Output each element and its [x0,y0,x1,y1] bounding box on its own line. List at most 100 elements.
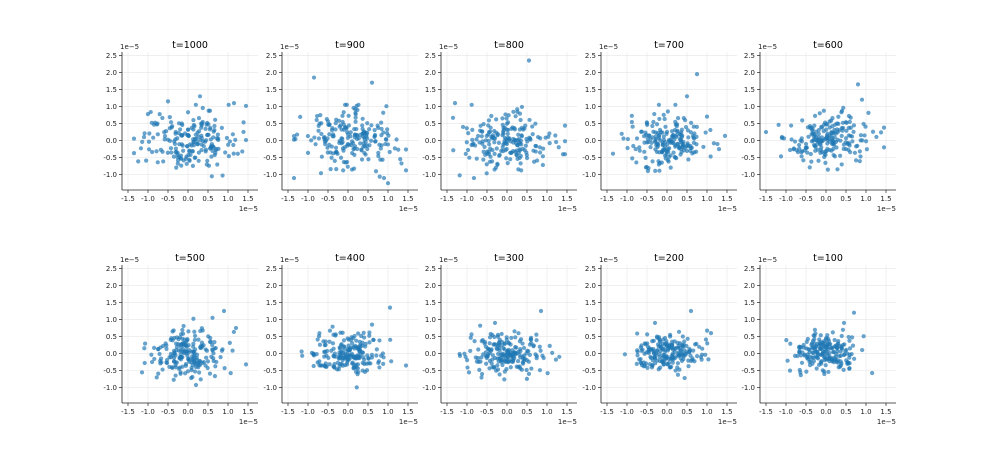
scatter-point [664,355,669,361]
scatter-point [185,110,191,115]
scatter-point [156,371,161,376]
scatter-point [350,361,355,366]
scatter-point [181,148,186,153]
x-tick-label: 0.0 [342,195,353,203]
scatter-point [220,173,225,178]
scatter-point [669,129,675,134]
scatter-point [376,153,381,159]
scatter-point [168,120,174,125]
scatter-point [173,373,178,378]
scatter-point [858,133,864,138]
scatter-point [366,157,371,162]
scatter-point [162,130,167,135]
scatter-point [881,125,887,130]
scatter-point [228,371,233,376]
scatter-point [521,127,526,132]
scatter-point [661,346,666,351]
scatter-point [199,133,204,138]
scatter-point [195,142,200,147]
scatter-point [167,126,172,131]
scatter-point [653,361,658,366]
scatter-point [688,348,693,353]
scatter-point [825,141,830,146]
scatter-point [835,349,840,354]
scatter-point [651,119,656,125]
scatter-point [209,154,214,159]
scatter-point [519,104,525,110]
scatter-point [173,365,178,370]
scatter-point [661,112,666,117]
scatter-point [240,149,245,154]
scatter-point [185,369,191,374]
scatter-point [377,174,382,179]
y-tick-label: 1.0 [106,316,117,324]
scatter-point [333,332,338,337]
scatter-point [383,141,388,147]
scatter-point [175,136,180,141]
scatter-point [343,363,348,368]
scatter-point [798,353,803,358]
scatter-point [373,139,378,144]
x-tick-label: 1.5 [561,195,572,203]
scatter-point [349,143,354,148]
scatter-point [318,363,323,368]
y-tick-label: 2.0 [744,282,755,290]
scatter-point [656,335,662,340]
scatter-point [560,152,566,157]
scatter-point [546,134,551,139]
scatter-point [346,113,351,118]
scatter-point [514,153,519,158]
scatter-point [479,375,484,380]
y-tick-label: 1.0 [425,103,436,111]
panel-title: t=600 [813,40,843,51]
x-tick-label: -0.5 [321,408,335,416]
scatter-point [857,159,862,164]
scatter-point [381,355,386,360]
scatter-point [358,343,363,348]
scatter-point [322,139,328,144]
x-tick-label: -1.5 [281,408,295,416]
scatter-point [160,367,165,372]
scatter-point [305,133,311,139]
scatter-point [212,123,217,129]
scatter-point [847,119,852,124]
scatter-point [474,137,479,142]
scatter-point [355,362,361,367]
x-tick-label: -1.0 [141,195,155,203]
scatter-point [705,341,710,346]
scatter-point [171,377,176,382]
panel-title: t=300 [494,253,524,264]
scatter-point [373,169,379,174]
scatter-point [487,142,492,147]
scatter-point [504,127,509,132]
scatter-point [508,139,513,144]
scatter-point [524,367,529,373]
scatter-point [387,149,392,155]
scatter-point [516,331,521,336]
panel-title: t=500 [175,253,205,264]
y-tick-label: -0.5 [422,154,436,162]
y-tick-label: -1.0 [103,171,117,179]
y-tick-label: 1.5 [744,299,755,307]
scatter-point [191,122,196,128]
scatter-point [678,136,683,141]
scatter-point [316,128,321,133]
scatter-point [663,124,668,129]
scatter-point [676,146,682,151]
scatter-point [352,126,357,132]
scatter-point [688,353,693,358]
scatter-point [399,161,404,166]
x-multiplier: 1e−5 [558,418,577,426]
scatter-point [547,131,552,136]
scatter-point [314,113,320,119]
scatter-point [806,134,811,139]
scatter-point [205,132,210,137]
scatter-point [378,146,383,151]
scatter-point [633,146,638,152]
scatter-point [219,348,225,353]
scatter-point [675,116,681,121]
scatter-point [352,132,358,137]
x-tick-label: 0.0 [661,408,672,416]
scatter-point [496,341,501,346]
x-tick-label: -1.5 [440,408,454,416]
